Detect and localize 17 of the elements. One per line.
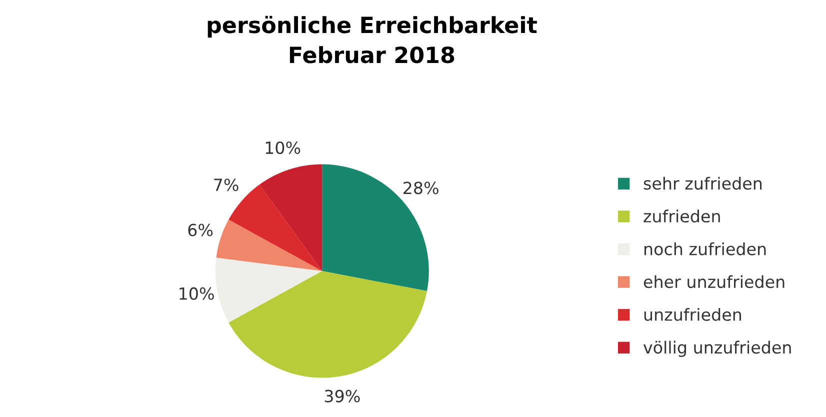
pie-slice bbox=[216, 220, 322, 272]
legend-label: noch zufrieden bbox=[644, 242, 766, 256]
pie-slice bbox=[215, 258, 322, 322]
data-label: 7% bbox=[214, 178, 238, 192]
data-label: 10% bbox=[266, 141, 300, 154]
legend-label: zufrieden bbox=[644, 210, 720, 223]
data-label: 39% bbox=[324, 390, 360, 402]
pie-slice bbox=[259, 164, 322, 272]
legend-label: völlig unzufrieden bbox=[643, 340, 791, 357]
chart-title: persönliche Erreichbarkeit Februar 2018 bbox=[208, 16, 537, 64]
legend-label: eher unzufrieden bbox=[644, 275, 784, 288]
pie-slice bbox=[228, 271, 427, 378]
data-label: 10% bbox=[180, 287, 214, 300]
legend-label: unzufrieden bbox=[644, 308, 742, 321]
legend-label: sehr zufrieden bbox=[644, 176, 762, 190]
data-label: 28% bbox=[404, 182, 438, 194]
data-label: 6% bbox=[188, 224, 213, 236]
